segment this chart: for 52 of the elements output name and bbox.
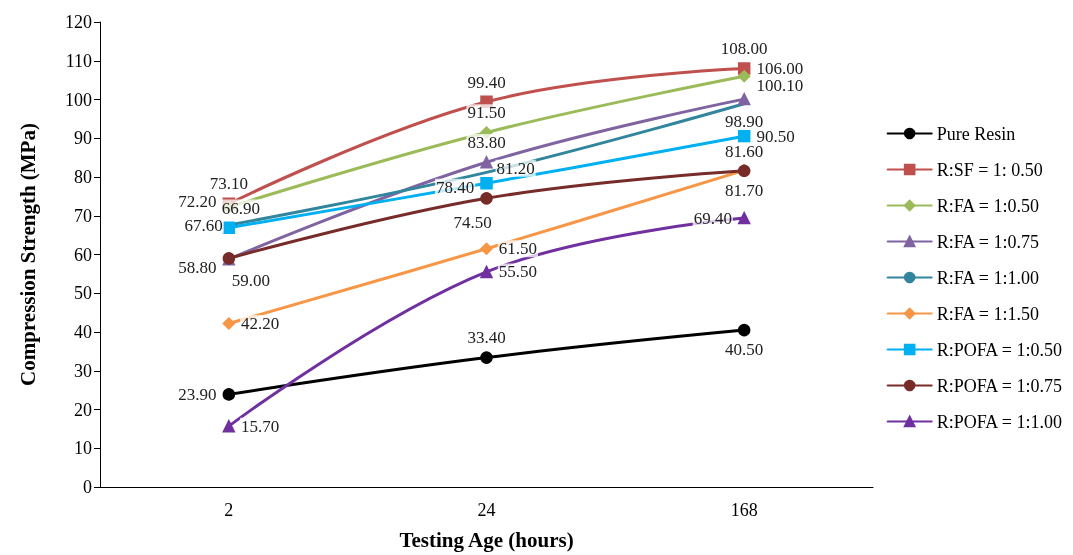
x-tick-label: 24	[477, 500, 496, 520]
data-label: 81.70	[725, 180, 764, 200]
y-tick-label: 90	[74, 128, 92, 149]
legend-label: R:POFA = 1:1.00	[936, 411, 1063, 432]
data-label: 99.40	[467, 72, 506, 92]
data-label: 42.20	[241, 313, 280, 333]
y-tick-label: 0	[83, 477, 92, 497]
data-label: 106.00	[756, 58, 804, 78]
y-tick-label: 110	[65, 50, 92, 71]
legend-label: R:FA = 1:1.00	[936, 267, 1039, 288]
data-label: 73.10	[209, 174, 248, 194]
y-tick-label: 50	[74, 283, 92, 304]
data-label: 23.90	[178, 384, 217, 404]
data-label: 15.70	[241, 416, 280, 436]
data-label: 69.40	[693, 208, 732, 228]
data-label: 33.40	[467, 328, 506, 348]
legend-label: R:FA = 1:1.50	[936, 303, 1039, 324]
data-label: 74.50	[453, 212, 492, 232]
y-tick-label: 80	[74, 167, 92, 187]
data-label: 61.50	[498, 239, 537, 259]
data-label: 83.80	[467, 133, 506, 153]
data-label: 40.50	[725, 340, 764, 360]
y-tick-label: 100	[65, 89, 92, 110]
y-tick-label: 120	[65, 12, 92, 32]
x-tick-label: 2	[224, 500, 234, 520]
data-label: 72.20	[178, 191, 217, 211]
data-label: 67.60	[184, 215, 223, 235]
data-label: 59.00	[231, 270, 270, 290]
data-label: 58.80	[178, 257, 217, 277]
data-label: 108.00	[720, 39, 768, 59]
data-label: 91.50	[467, 103, 506, 123]
legend-label: Pure Resin	[936, 123, 1016, 144]
legend-label: R:POFA = 1:0.50	[936, 339, 1063, 360]
y-tick-label: 30	[74, 360, 92, 381]
data-label: 81.60	[725, 141, 764, 161]
y-tick-label: 70	[74, 205, 92, 226]
legend-label: R:FA = 1:0.50	[936, 195, 1039, 216]
y-tick-label: 60	[74, 244, 92, 265]
legend-label: R:POFA = 1:0.75	[936, 375, 1063, 396]
y-tick-label: 20	[74, 399, 92, 420]
data-label: 55.50	[498, 262, 537, 282]
y-tick-label: 40	[74, 322, 92, 342]
data-label: 78.40	[436, 177, 475, 197]
y-axis-title: Compression Strength (MPa)	[15, 123, 40, 386]
data-label: 100.10	[756, 75, 804, 95]
x-tick-label: 168	[730, 500, 758, 520]
data-label: 81.20	[496, 158, 535, 178]
legend-label: R:FA = 1:0.75	[936, 231, 1039, 252]
x-axis-title: Testing Age (hours)	[399, 527, 574, 552]
legend-label: R:SF = 1: 0.50	[936, 159, 1043, 180]
y-tick-label: 10	[74, 438, 92, 459]
data-label: 66.90	[221, 198, 260, 218]
